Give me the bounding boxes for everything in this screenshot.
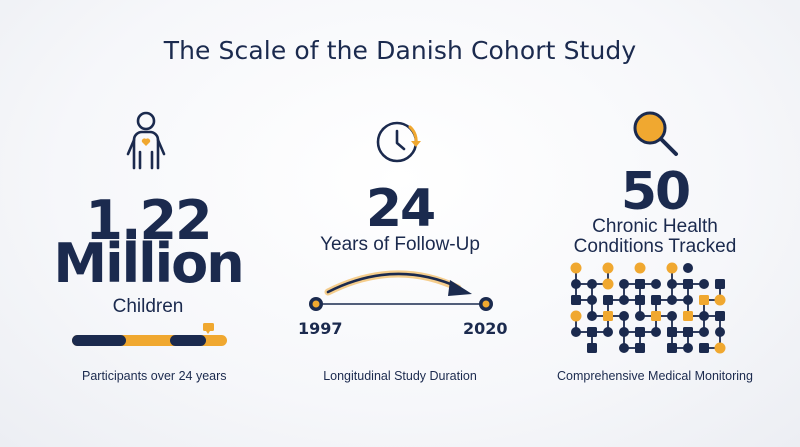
network-node	[699, 311, 709, 321]
network-node	[667, 279, 677, 289]
network-node	[699, 295, 709, 305]
conditions-label-line2: Conditions Tracked	[573, 236, 737, 257]
stat-conditions: 50 Chronic Health Conditions Tracked Com…	[530, 0, 800, 447]
network-node	[699, 343, 709, 353]
network-node	[667, 295, 677, 305]
network-node	[667, 343, 677, 353]
network-node	[570, 310, 582, 322]
conditions-number: 50	[620, 162, 691, 222]
participants-number: 1.22	[85, 189, 212, 252]
network-node	[619, 327, 629, 337]
network-node	[715, 327, 725, 337]
network-node	[602, 262, 614, 274]
network-node	[667, 311, 677, 321]
network-node	[570, 262, 582, 274]
clock-icon	[376, 121, 421, 163]
duration-number: 24	[365, 179, 436, 239]
network-node	[619, 279, 629, 289]
start-year: 1997	[298, 319, 343, 338]
network-node	[683, 263, 693, 273]
network-node	[603, 311, 613, 321]
network-node	[651, 327, 661, 337]
duration-label: Years of Follow-Up	[320, 234, 480, 255]
network-node	[683, 343, 693, 353]
participants-label: Children	[112, 296, 184, 317]
network-node	[635, 311, 645, 321]
network-node	[587, 327, 597, 337]
stat-participants: 1.22 Million Children Participants over …	[0, 0, 290, 447]
network-node	[571, 327, 581, 337]
network-node	[603, 327, 613, 337]
network-node	[683, 327, 693, 337]
network-node	[683, 279, 693, 289]
network-node	[619, 343, 629, 353]
network-node	[651, 295, 661, 305]
conditions-caption: Comprehensive Medical Monitoring	[557, 369, 753, 383]
network-node	[714, 294, 726, 306]
page-title: The Scale of the Danish Cohort Study	[163, 36, 637, 65]
network-node	[571, 295, 581, 305]
network-node	[587, 279, 597, 289]
network-node	[715, 279, 725, 289]
network-node	[619, 295, 629, 305]
network-node	[683, 311, 693, 321]
network-node	[683, 295, 693, 305]
end-year: 2020	[463, 319, 508, 338]
participants-caption: Participants over 24 years	[82, 369, 227, 383]
network-node	[571, 279, 581, 289]
duration-caption: Longitudinal Study Duration	[323, 369, 477, 383]
network-node	[635, 279, 645, 289]
network-node	[603, 295, 613, 305]
network-node	[666, 262, 678, 274]
network-node	[587, 343, 597, 353]
network-node	[635, 327, 645, 337]
network-node	[714, 342, 726, 354]
network-node	[587, 311, 597, 321]
timeline-graphic	[309, 270, 493, 311]
network-node	[635, 343, 645, 353]
network-node	[619, 311, 629, 321]
network-node	[699, 327, 709, 337]
network-node	[715, 311, 725, 321]
network-node	[699, 279, 709, 289]
magnifier-icon	[633, 111, 678, 156]
child-person-icon	[126, 111, 166, 170]
network-node	[587, 295, 597, 305]
network-node	[651, 279, 661, 289]
stat-duration: 24 Years of Follow-Up 1997 2020 Longitud…	[270, 0, 530, 447]
network-node	[635, 295, 645, 305]
network-node	[651, 311, 661, 321]
progress-bar	[72, 323, 227, 346]
participants-unit: Million	[53, 232, 244, 295]
network-grid-icon	[570, 262, 726, 354]
network-node	[602, 278, 614, 290]
conditions-label-line1: Chronic Health	[592, 216, 718, 237]
network-node	[634, 262, 646, 274]
network-node	[667, 327, 677, 337]
